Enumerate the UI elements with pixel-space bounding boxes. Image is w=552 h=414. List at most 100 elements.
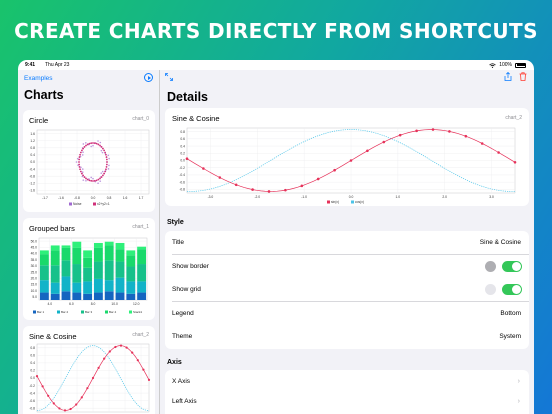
sine-point (136, 359, 139, 362)
noise-point (100, 149, 103, 152)
y-tick-label: 0.4 (180, 144, 185, 148)
sine-point (431, 128, 435, 131)
axis-row-left[interactable]: Left Axis › (165, 392, 529, 414)
legend-swatch (81, 310, 84, 314)
bar (93, 278, 103, 293)
y-tick-label: 30.0 (31, 264, 38, 268)
style-row-title[interactable]: Title Sine & Cosine (165, 231, 529, 255)
card-title: Sine & Cosine (29, 332, 77, 341)
x-tick-label: -1.7 (42, 196, 48, 200)
noise-point (92, 177, 94, 180)
circle-point (85, 144, 87, 147)
circle-point (82, 147, 85, 150)
circle-point (78, 161, 80, 163)
circle-point (101, 174, 104, 177)
color-swatch[interactable] (485, 284, 496, 295)
bar (115, 261, 125, 278)
show-border-toggle[interactable] (502, 260, 522, 272)
noise-point (100, 172, 103, 174)
noise-point (82, 151, 84, 153)
bar (137, 246, 147, 250)
bar (137, 281, 147, 293)
bar (93, 261, 103, 279)
chart-card-circle[interactable]: Circle chart_0 1.6 1.2 0.8 0.4 0.0 -0.4 -0.8 -1… (23, 110, 155, 212)
theme-value[interactable]: System (499, 333, 521, 340)
bar (61, 260, 71, 277)
sine-point (202, 167, 205, 170)
legend-label: sin(x) (331, 200, 339, 204)
chevron-right-icon: › (517, 398, 520, 405)
chart-card-sine-cosine[interactable]: Sine & Cosine chart_2 0.8 0.6 0.4 0.2 0.0 -0.… (23, 326, 155, 414)
noise-point (76, 157, 79, 160)
style-row-show-grid[interactable]: Show grid (165, 278, 529, 302)
x-tick-label: 6.0 (69, 302, 74, 306)
status-time: 9:41 (25, 62, 36, 68)
circle-point (105, 156, 108, 158)
examples-back-button[interactable]: Examples (24, 75, 53, 82)
legend-value[interactable]: Bottom (500, 309, 521, 317)
legend-swatch (33, 310, 36, 314)
chart-card-grouped-bars[interactable]: Grouped bars chart_1 50.0 45.0 40.0 35.0 30.… (23, 218, 155, 320)
bar (39, 250, 49, 255)
circle-point (86, 143, 89, 146)
y-tick-label: 1.2 (30, 139, 35, 143)
color-swatch[interactable] (485, 260, 496, 272)
bar (50, 293, 60, 300)
x-tick-label: -0.8 (74, 196, 80, 200)
y-tick-label: 10.0 (31, 289, 38, 293)
cosine-line (36, 345, 150, 411)
sine-point (35, 375, 39, 378)
circle-point (92, 142, 94, 144)
style-row-show-border[interactable]: Show border (165, 254, 529, 278)
y-tick-label: 5.0 (32, 295, 37, 299)
x-tick-label: 1.7 (139, 196, 144, 200)
x-tick-label: 0.0 (91, 196, 96, 200)
style-row-theme[interactable]: Theme System (165, 325, 529, 349)
sine-point (333, 168, 336, 172)
sine-point (497, 151, 500, 154)
detail-pane: Details Sine & Cosine chart_2 0.8 0.6 0.4 0… (160, 70, 534, 414)
noise-point (75, 161, 78, 163)
circle-point (88, 142, 91, 145)
sine-point (251, 188, 254, 191)
noise-point (85, 179, 87, 182)
divider (172, 254, 529, 255)
sine-point (86, 387, 89, 390)
play-icon[interactable] (144, 73, 153, 82)
show-grid-toggle[interactable] (502, 284, 522, 295)
circle-point (106, 161, 108, 163)
circle-point (105, 168, 107, 171)
card-id: chart_2 (132, 332, 149, 338)
noise-point (88, 178, 90, 180)
title-value[interactable]: Sine & Cosine (479, 239, 521, 246)
style-row-legend[interactable]: Legend Bottom (165, 301, 529, 325)
y-tick-label: 0.2 (30, 369, 35, 373)
expand-icon[interactable] (165, 73, 173, 81)
card-title: Grouped bars (29, 224, 75, 233)
sine-point (119, 344, 123, 347)
circle-point (79, 151, 82, 154)
sine-point (69, 407, 72, 411)
sine-point (142, 368, 145, 371)
bar (61, 276, 71, 292)
x-tick-label: 3.0 (489, 195, 494, 199)
x-tick-label: 10.0 (111, 302, 118, 306)
share-icon[interactable] (504, 72, 512, 81)
legend-label: Bar 1 (37, 310, 45, 314)
y-tick-label: 0.4 (30, 361, 35, 365)
y-tick-label: -0.4 (29, 391, 35, 395)
legend-swatch (69, 202, 72, 206)
chevron-right-icon: › (517, 378, 520, 385)
circle-point (103, 172, 106, 175)
trash-icon[interactable] (519, 72, 527, 81)
bar (93, 242, 103, 248)
sine-point (218, 176, 222, 179)
circle-point (95, 142, 98, 145)
y-tick-label: -1.2 (29, 182, 35, 186)
y-tick-label: -0.8 (29, 406, 35, 410)
circle-point (86, 178, 89, 181)
noise-point (90, 145, 92, 148)
axis-row-x[interactable]: X Axis › (165, 370, 529, 392)
x-tick-label: 4.0 (48, 302, 53, 306)
row-label: Show grid (172, 286, 201, 293)
